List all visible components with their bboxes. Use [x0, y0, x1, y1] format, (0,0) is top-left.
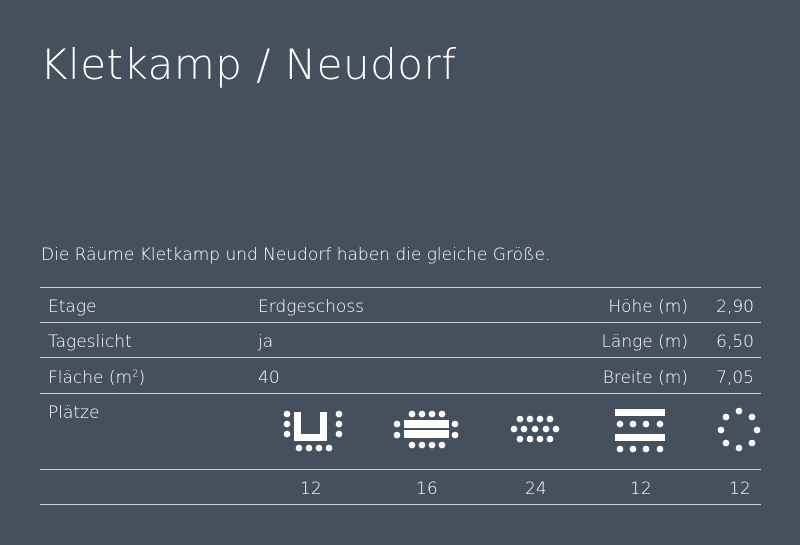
theater-seating-icon [510, 415, 560, 443]
divider [40, 393, 761, 394]
divider [40, 469, 761, 470]
label-breite: Breite (m) [602, 368, 688, 388]
label-hoehe: Höhe (m) [608, 297, 688, 317]
seats-u-shape: 12 [300, 479, 322, 499]
intro-text: Die Räume Kletkamp und Neudorf haben die… [41, 245, 551, 265]
value-tageslicht: ja [258, 332, 274, 352]
divider [40, 357, 761, 358]
classroom-seating-icon [615, 409, 665, 453]
label-flaeche: Fläche (m2) [48, 368, 146, 388]
page-title: Kletkamp / Neudorf [40, 40, 457, 89]
value-flaeche: 40 [258, 368, 280, 388]
divider [40, 322, 761, 323]
value-laenge: 6,50 [716, 332, 754, 352]
value-hoehe: 2,90 [716, 297, 754, 317]
value-etage: Erdgeschoss [258, 297, 364, 317]
seats-classroom: 12 [630, 479, 652, 499]
divider [40, 504, 761, 505]
seats-conference: 16 [416, 479, 438, 499]
label-tageslicht: Tageslicht [48, 332, 132, 352]
label-etage: Etage [48, 297, 97, 317]
divider [40, 287, 761, 288]
seats-circle: 12 [729, 479, 751, 499]
value-breite: 7,05 [716, 368, 754, 388]
label-plaetze: Plätze [48, 403, 100, 423]
label-laenge: Länge (m) [601, 332, 688, 352]
circle-seating-icon [717, 407, 761, 452]
conference-table-seating-icon [393, 410, 459, 449]
u-shape-seating-icon [283, 410, 343, 452]
seats-theater: 24 [525, 479, 547, 499]
